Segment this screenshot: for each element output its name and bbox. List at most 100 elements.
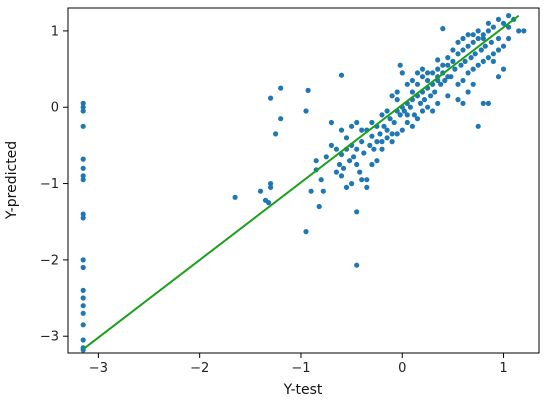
data-point <box>80 322 86 328</box>
data-point <box>470 32 476 38</box>
data-point <box>384 127 390 133</box>
data-point <box>354 209 360 215</box>
data-point <box>268 184 274 190</box>
data-point <box>80 264 86 271</box>
data-point <box>440 26 446 32</box>
data-point <box>485 55 491 61</box>
data-point <box>257 188 264 194</box>
data-point <box>381 123 387 129</box>
data-point <box>354 161 360 168</box>
data-point <box>305 87 311 93</box>
data-point <box>445 93 451 99</box>
data-point <box>379 146 385 152</box>
data-point <box>80 123 86 129</box>
data-point <box>349 181 355 187</box>
data-point <box>354 119 360 126</box>
data-point <box>80 295 86 301</box>
data-point <box>268 95 274 101</box>
data-point <box>419 66 426 72</box>
data-point <box>397 62 403 68</box>
data-point <box>425 77 431 84</box>
data-point <box>495 47 502 53</box>
data-point <box>480 100 486 106</box>
data-point <box>328 142 334 148</box>
data-point <box>442 77 448 84</box>
data-point <box>465 70 471 76</box>
data-point <box>465 89 471 95</box>
data-point <box>475 123 481 129</box>
data-point <box>506 35 512 42</box>
data-point <box>80 215 86 221</box>
y-tick-label: −3 <box>40 330 59 345</box>
data-point <box>470 66 476 72</box>
data-point <box>80 100 86 106</box>
data-point <box>369 161 375 168</box>
data-point <box>425 104 431 110</box>
points-layer <box>80 13 527 353</box>
data-point <box>506 24 512 30</box>
data-point <box>450 47 456 53</box>
data-point <box>409 89 415 95</box>
data-point <box>379 112 385 118</box>
data-point <box>475 28 481 34</box>
data-point <box>80 156 86 162</box>
data-point <box>468 55 474 61</box>
data-point <box>521 28 527 34</box>
data-point <box>316 203 322 210</box>
data-point <box>357 169 363 175</box>
data-point <box>425 70 431 76</box>
data-point <box>391 119 397 126</box>
data-point <box>359 139 365 145</box>
data-point <box>432 89 438 95</box>
data-point <box>343 184 350 190</box>
data-point <box>80 173 86 179</box>
data-point <box>419 74 426 80</box>
data-point <box>266 200 272 206</box>
data-point <box>455 39 461 45</box>
data-point <box>428 93 434 99</box>
data-point <box>354 146 360 152</box>
x-axis-ticks: −3 −2 −1 0 1 <box>89 353 508 376</box>
data-point <box>490 58 496 64</box>
data-point <box>374 139 380 145</box>
data-point <box>359 127 365 133</box>
data-point <box>445 62 451 68</box>
data-point <box>80 303 86 309</box>
data-point <box>500 43 507 49</box>
y-tick-label: 0 <box>51 101 59 116</box>
data-point <box>435 57 441 63</box>
data-point <box>313 158 319 164</box>
data-point <box>482 43 488 49</box>
data-point <box>445 74 451 80</box>
data-point <box>273 131 279 137</box>
data-point <box>417 100 424 106</box>
data-point <box>409 123 415 129</box>
data-point <box>347 158 353 164</box>
data-point <box>465 32 471 38</box>
data-point <box>268 181 274 187</box>
data-point <box>338 173 345 179</box>
data-point <box>320 188 326 194</box>
data-point <box>377 131 383 137</box>
data-point <box>480 58 486 64</box>
data-point <box>414 81 421 87</box>
data-point <box>394 89 400 95</box>
data-point <box>379 139 385 145</box>
data-point <box>308 188 314 194</box>
data-point <box>490 24 496 30</box>
data-point <box>488 39 494 45</box>
data-point <box>399 127 405 133</box>
data-point <box>80 165 86 171</box>
data-point <box>369 133 375 139</box>
data-point <box>472 51 478 57</box>
data-point <box>404 81 410 87</box>
data-point <box>462 58 468 64</box>
data-point <box>384 135 390 141</box>
data-point <box>419 108 426 114</box>
data-point <box>506 13 512 19</box>
data-point <box>460 77 466 84</box>
data-point <box>361 150 367 156</box>
data-point <box>435 66 441 72</box>
data-point <box>80 310 86 316</box>
